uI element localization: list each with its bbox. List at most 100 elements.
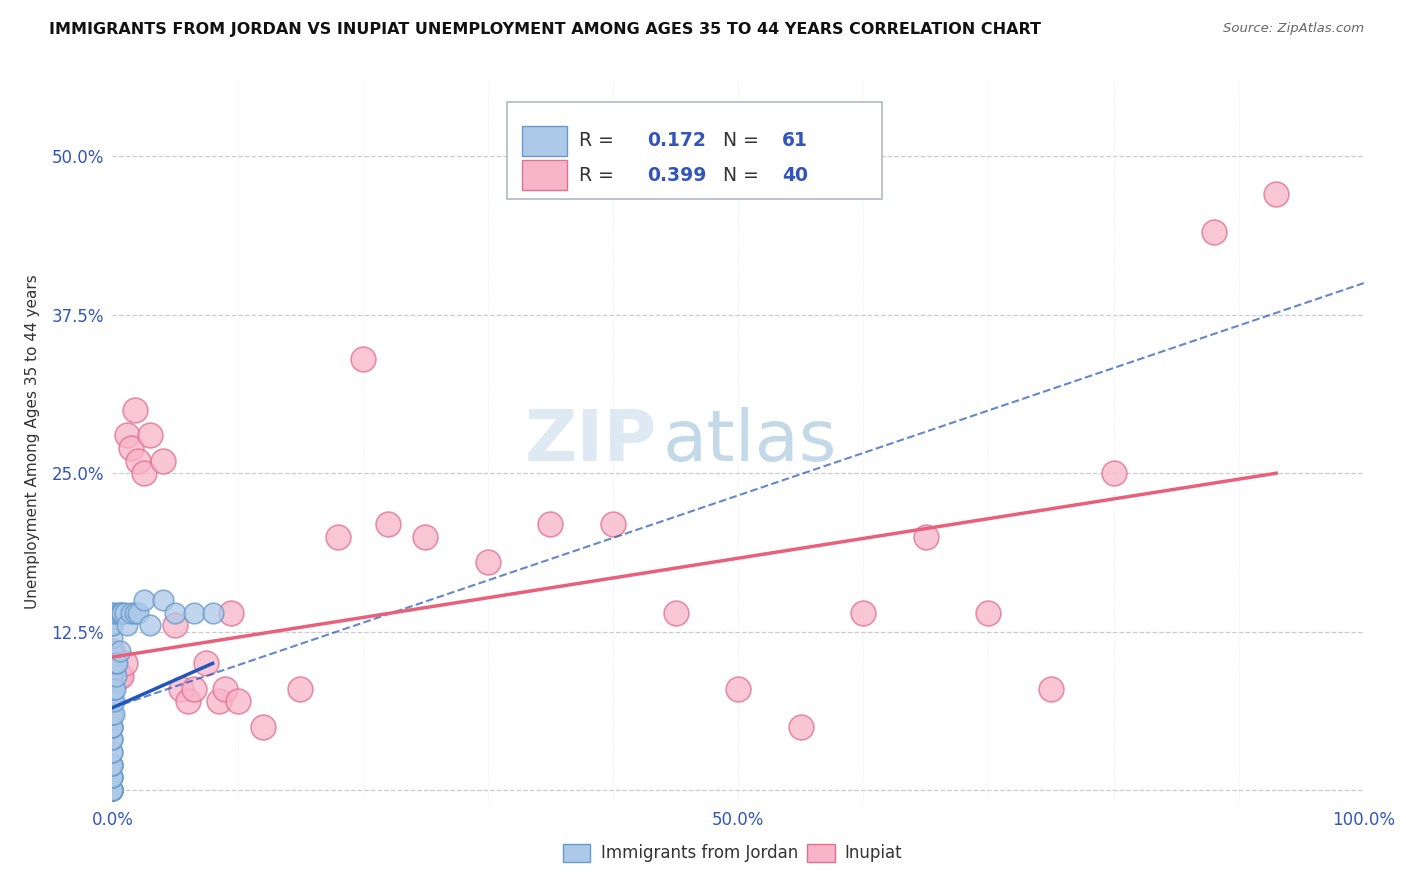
Point bbox=[127, 453, 149, 467]
Text: IMMIGRANTS FROM JORDAN VS INUPIAT UNEMPLOYMENT AMONG AGES 35 TO 44 YEARS CORRELA: IMMIGRANTS FROM JORDAN VS INUPIAT UNEMPL… bbox=[49, 22, 1042, 37]
Point bbox=[1039, 681, 1063, 696]
Point bbox=[124, 402, 146, 417]
Text: N =: N = bbox=[717, 166, 765, 185]
Text: 61: 61 bbox=[782, 131, 808, 151]
Point bbox=[107, 657, 129, 671]
Point bbox=[114, 606, 136, 620]
Point bbox=[183, 606, 205, 620]
Point bbox=[117, 618, 139, 632]
Point bbox=[101, 757, 124, 772]
FancyBboxPatch shape bbox=[807, 845, 835, 863]
Point bbox=[226, 694, 249, 708]
Point bbox=[163, 606, 186, 620]
Point bbox=[152, 453, 174, 467]
Point bbox=[101, 771, 124, 785]
Point bbox=[101, 783, 124, 797]
Point bbox=[152, 593, 174, 607]
Point bbox=[352, 352, 374, 367]
Point bbox=[101, 757, 124, 772]
Point bbox=[101, 783, 124, 797]
Point bbox=[183, 681, 205, 696]
Point bbox=[101, 643, 124, 657]
Point bbox=[101, 618, 124, 632]
Point bbox=[101, 681, 124, 696]
Point bbox=[101, 757, 124, 772]
Text: 40: 40 bbox=[782, 166, 808, 185]
Point bbox=[101, 720, 124, 734]
Point bbox=[101, 783, 124, 797]
Point bbox=[221, 606, 243, 620]
Point bbox=[163, 618, 186, 632]
Point bbox=[101, 783, 124, 797]
Text: atlas: atlas bbox=[664, 407, 838, 476]
Y-axis label: Unemployment Among Ages 35 to 44 years: Unemployment Among Ages 35 to 44 years bbox=[25, 274, 41, 609]
Point bbox=[139, 618, 162, 632]
Text: ZIP: ZIP bbox=[524, 407, 657, 476]
Point bbox=[120, 441, 142, 455]
Point bbox=[101, 745, 124, 759]
Point bbox=[110, 669, 132, 683]
Point bbox=[103, 681, 125, 696]
FancyBboxPatch shape bbox=[506, 102, 882, 200]
Point bbox=[252, 720, 274, 734]
Point bbox=[413, 530, 436, 544]
Point bbox=[104, 681, 127, 696]
Point bbox=[101, 631, 124, 645]
Text: 0.399: 0.399 bbox=[647, 166, 706, 185]
Point bbox=[104, 606, 127, 620]
Point bbox=[139, 428, 162, 442]
Text: N =: N = bbox=[717, 131, 765, 151]
Point bbox=[101, 694, 124, 708]
Point bbox=[1102, 467, 1125, 481]
Point bbox=[101, 669, 124, 683]
Point bbox=[101, 771, 124, 785]
Point bbox=[107, 669, 129, 683]
Point bbox=[101, 657, 124, 671]
Point bbox=[103, 707, 125, 722]
Point bbox=[326, 530, 349, 544]
Point bbox=[101, 783, 124, 797]
Point bbox=[101, 707, 124, 722]
Text: Source: ZipAtlas.com: Source: ZipAtlas.com bbox=[1223, 22, 1364, 36]
FancyBboxPatch shape bbox=[522, 127, 567, 155]
Point bbox=[103, 694, 125, 708]
Text: R =: R = bbox=[579, 131, 620, 151]
Point bbox=[101, 669, 124, 683]
Point bbox=[107, 606, 129, 620]
Point bbox=[852, 606, 875, 620]
Point bbox=[201, 606, 224, 620]
Point bbox=[105, 657, 128, 671]
Point bbox=[117, 428, 139, 442]
Point bbox=[101, 783, 124, 797]
Point bbox=[290, 681, 312, 696]
Point bbox=[602, 516, 624, 531]
Point bbox=[132, 593, 155, 607]
Point bbox=[110, 606, 132, 620]
Point bbox=[915, 530, 938, 544]
Point bbox=[176, 694, 198, 708]
FancyBboxPatch shape bbox=[522, 161, 567, 190]
Point bbox=[101, 732, 124, 747]
Point bbox=[101, 606, 124, 620]
Point bbox=[538, 516, 561, 531]
Point bbox=[101, 732, 124, 747]
Point bbox=[101, 681, 124, 696]
Point bbox=[127, 606, 149, 620]
Point bbox=[101, 771, 124, 785]
Point bbox=[111, 606, 134, 620]
Point bbox=[101, 783, 124, 797]
Point bbox=[790, 720, 813, 734]
Point bbox=[101, 657, 124, 671]
Point bbox=[124, 606, 146, 620]
Point bbox=[208, 694, 231, 708]
Point bbox=[101, 720, 124, 734]
Point bbox=[132, 467, 155, 481]
Point bbox=[1202, 226, 1225, 240]
Text: Inupiat: Inupiat bbox=[845, 845, 903, 863]
Point bbox=[101, 707, 124, 722]
Point bbox=[114, 657, 136, 671]
Point bbox=[377, 516, 399, 531]
Point bbox=[101, 783, 124, 797]
Point bbox=[101, 643, 124, 657]
Point bbox=[105, 669, 128, 683]
